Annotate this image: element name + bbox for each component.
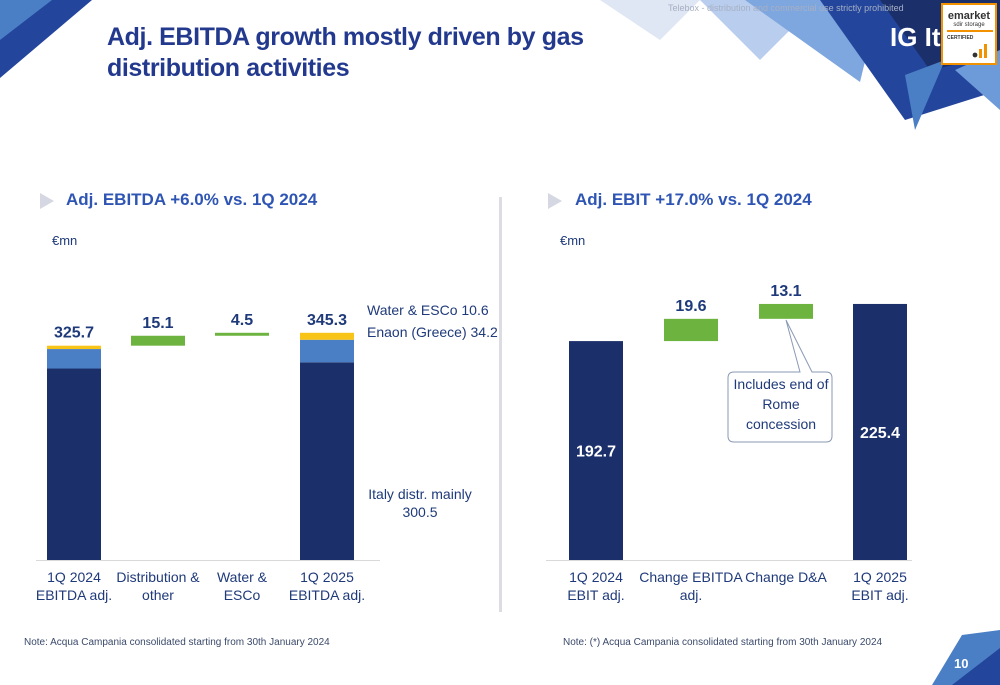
bar-segment-3-2 <box>300 332 354 340</box>
ebit-unit-label: €mn <box>560 233 586 248</box>
emarket-storage-badge: emarket sdir storage CERTIFIED <box>941 3 997 65</box>
category-label-0: 1Q 2024 EBITDA adj. <box>36 569 112 603</box>
total-bar-0 <box>569 341 623 560</box>
ebit-note: Note: (*) Acqua Campania consolidated st… <box>563 637 883 648</box>
segment-label-water-esco: Water & ESCo 10.6 <box>367 302 489 318</box>
bar-segment-0-2 <box>47 345 101 350</box>
category-label-3: 1Q 2025 EBITDA adj. <box>289 569 365 603</box>
delta-bar-2 <box>759 303 813 319</box>
callout-text: Includes end of Rome concession <box>733 376 829 432</box>
badge-line1: emarket <box>947 10 991 22</box>
confidentiality-notice: Telebox - distribution and commercial us… <box>668 3 904 13</box>
value-label-1: 15.1 <box>142 315 173 332</box>
category-label-3: 1Q 2025 EBIT adj. <box>851 569 908 603</box>
category-label-1: Change EBITDA adj. <box>639 569 743 603</box>
badge-rule <box>947 30 993 32</box>
ebitda-note: Note: Acqua Campania consolidated starti… <box>24 637 330 648</box>
bar-segment-3-0 <box>300 362 354 560</box>
category-label-2: Change D&A <box>745 569 827 585</box>
badge-line3: CERTIFIED <box>947 35 974 41</box>
triangle-bullet-icon <box>548 193 562 209</box>
bar-segment-0-1 <box>47 349 101 369</box>
callout-bubble <box>727 319 833 443</box>
page-title: Adj. EBITDA growth mostly driven by gas … <box>107 23 584 82</box>
value-label-3: 225.4 <box>860 425 900 442</box>
category-label-2: Water & ESCo <box>217 569 268 603</box>
segment-label-italy: Italy distr. mainly 300.5 <box>368 486 472 520</box>
bar-segment-0-0 <box>47 368 101 560</box>
ebitda-unit-label: €mn <box>52 233 78 248</box>
value-label-3: 345.3 <box>307 312 347 329</box>
badge-line2: sdir storage <box>953 22 985 28</box>
total-bar-3 <box>853 303 907 560</box>
segment-label-enaon: Enaon (Greece) 34.2 <box>367 324 498 340</box>
value-label-1: 19.6 <box>675 298 706 315</box>
triangle-bullet-icon <box>40 193 54 209</box>
delta-bar-2 <box>215 332 269 336</box>
panel-divider <box>499 197 502 612</box>
category-label-0: 1Q 2024 EBIT adj. <box>567 569 624 603</box>
signal-bars-icon <box>972 44 987 58</box>
ebit-chart-title: Adj. EBIT +17.0% vs. 1Q 2024 <box>575 190 812 209</box>
value-label-0: 325.7 <box>54 325 94 342</box>
value-label-2: 13.1 <box>770 283 801 300</box>
delta-bar-1 <box>131 335 185 346</box>
bar-segment-3-1 <box>300 339 354 363</box>
value-label-2: 4.5 <box>231 312 253 329</box>
delta-bar-1 <box>664 318 718 342</box>
value-label-0: 192.7 <box>576 444 616 461</box>
page-number: 10 <box>954 656 969 671</box>
category-label-1: Distribution & other <box>116 569 200 603</box>
ebitda-chart-title: Adj. EBITDA +6.0% vs. 1Q 2024 <box>66 190 318 209</box>
